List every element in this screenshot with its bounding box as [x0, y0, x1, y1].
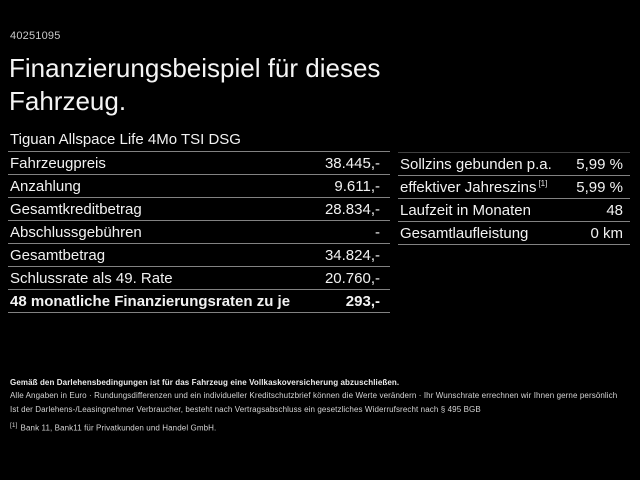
financing-table: Tiguan Allspace Life 4Mo TSI DSG Fahrzeu… [8, 129, 390, 313]
row-label: Gesamtlaufleistung [400, 224, 529, 242]
footnote-text: Bank 11, Bank11 für Privatkunden und Han… [20, 423, 217, 433]
table-row: Gesamtlaufleistung 0 km [398, 222, 630, 245]
table-row: Laufzeit in Monaten 48 [398, 199, 630, 222]
row-value: 5,99 % [576, 178, 623, 196]
table-row: Schlussrate als 49. Rate 20.760,- [8, 267, 390, 290]
table-row: effektiver Jahreszins [1] 5,99 % [398, 176, 630, 199]
footnote-marker: [1] [538, 178, 548, 188]
footnote-marker: [1] [10, 421, 18, 429]
row-value: 5,99 % [576, 155, 623, 173]
row-label: 48 monatliche Finanzierungsraten zu je [10, 292, 291, 310]
table-row: Fahrzeugpreis 38.445,- [8, 152, 390, 175]
row-label: Fahrzeugpreis [10, 154, 106, 172]
page-title-line2: Fahrzeug. [9, 86, 127, 116]
row-value: 9.611,- [334, 177, 380, 195]
table-row: Gesamtkreditbetrag 28.834,- [8, 198, 390, 221]
vehicle-id: 40251095 [10, 30, 61, 42]
row-value: 38.445,- [324, 154, 380, 172]
table-row: Sollzins gebunden p.a. 5,99 % [398, 153, 630, 176]
row-label: Gesamtkreditbetrag [10, 200, 142, 218]
withdrawal-right-line: Ist der Darlehens-/Leasingnehmer Verbrau… [10, 404, 481, 414]
table-row: Gesamtbetrag 34.824,- [8, 244, 390, 267]
row-label: Schlussrate als 49. Rate [10, 269, 173, 287]
conditions-table: Sollzins gebunden p.a. 5,99 % effektiver… [398, 152, 630, 245]
model-name: Tiguan Allspace Life 4Mo TSI DSG [8, 129, 390, 152]
table-row: Anzahlung 9.611,- [8, 175, 390, 198]
bank-footnote: [1] Bank 11, Bank11 für Privatkunden und … [10, 419, 632, 435]
page-title: Finanzierungsbeispiel für dieses Fahrzeu… [9, 52, 380, 118]
row-label: Laufzeit in Monaten [400, 201, 531, 219]
page-title-line1: Finanzierungsbeispiel für dieses [9, 53, 381, 83]
row-value: 0 km [590, 224, 623, 242]
row-value: 48 [606, 201, 623, 219]
row-value: - [375, 223, 380, 241]
table-row-monthly-rate: 48 monatliche Finanzierungsraten zu je 2… [8, 290, 390, 313]
row-label: Gesamtbetrag [10, 246, 106, 264]
row-value: 28.834,- [324, 200, 380, 218]
disclaimer-line: Alle Angaben in Euro · Rundungsdifferenz… [10, 391, 618, 401]
row-value: 20.760,- [324, 269, 380, 287]
row-value: 34.824,- [324, 246, 380, 264]
row-label: Anzahlung [10, 177, 81, 195]
row-label: effektiver Jahreszins [1] [400, 178, 548, 196]
row-value: 293,- [345, 292, 380, 310]
table-row: Abschlussgebühren - [8, 221, 390, 244]
insurance-requirement-note: Gemäß den Darlehensbedingungen ist für d… [10, 378, 400, 387]
row-label: Abschlussgebühren [10, 223, 142, 241]
legal-footer: Gemäß den Darlehensbedingungen ist für d… [10, 376, 632, 435]
row-label: Sollzins gebunden p.a. [400, 155, 552, 173]
